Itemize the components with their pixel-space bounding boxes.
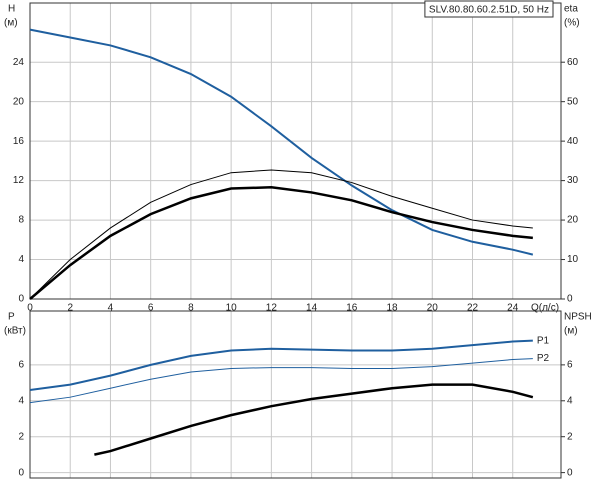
y2-tick-label: 2	[567, 431, 573, 442]
y2-tick-label: 30	[567, 175, 579, 186]
y-tick-label: 4	[18, 254, 24, 265]
x-tick-label: 12	[266, 303, 278, 314]
y2-tick-label: 6	[567, 360, 573, 371]
x-tick-label: 22	[467, 303, 479, 314]
y-tick-label: 12	[13, 175, 25, 186]
y-tick-label: 20	[13, 96, 25, 107]
y2-tick-label: 60	[567, 57, 579, 68]
curve-label: P2	[537, 353, 550, 364]
curve	[29, 358, 533, 404]
y2-tick-label: 0	[567, 294, 573, 305]
y-tick-label: 8	[18, 215, 24, 226]
x-tick-label: 0	[27, 303, 33, 314]
plot-frame	[29, 310, 562, 479]
y2-tick-label: 10	[567, 254, 579, 265]
x-tick-label: 18	[386, 303, 398, 314]
y-tick-label: 0	[18, 294, 24, 305]
x-tick-label: 8	[188, 303, 194, 314]
y2-tick-label: 0	[567, 467, 573, 478]
curve-label: P1	[537, 335, 550, 346]
curve	[29, 28, 534, 256]
title-box	[424, 0, 554, 18]
x-tick-label: 24	[507, 303, 519, 314]
curve	[29, 186, 533, 300]
curve	[29, 339, 533, 392]
chart-title: SLV.80.80.60.2.51D, 50 Hz	[429, 5, 549, 16]
y-tick-label: 24	[13, 57, 25, 68]
x-tick-label: 14	[306, 303, 318, 314]
x-tick-label: 4	[108, 303, 114, 314]
y-tick-label: 6	[18, 360, 24, 371]
y2-axis-label: eta	[564, 4, 578, 15]
x-tick-label: 6	[148, 303, 154, 314]
y2-tick-label: 50	[567, 96, 579, 107]
x-tick-label: 10	[226, 303, 238, 314]
y-tick-label: 2	[18, 431, 24, 442]
y-axis-unit: (м)	[4, 18, 18, 29]
y-tick-label: 4	[18, 395, 24, 406]
y2-axis-unit: (%)	[564, 18, 580, 29]
x-axis-label: Q(л/с)	[531, 303, 559, 314]
y2-tick-label: 4	[567, 395, 573, 406]
y2-tick-label: 40	[567, 136, 579, 147]
x-tick-label: 16	[346, 303, 358, 314]
x-tick-label: 20	[427, 303, 439, 314]
curve	[29, 169, 533, 300]
y-axis-label: P	[8, 312, 15, 323]
y2-axis-label: NPSH	[564, 312, 592, 323]
y-tick-label: 16	[13, 136, 25, 147]
y-axis-label: H	[8, 4, 15, 15]
y-axis-unit: (кВт)	[4, 326, 26, 337]
curve	[94, 383, 534, 456]
x-tick-label: 2	[67, 303, 73, 314]
plot-frame	[29, 2, 562, 300]
y-tick-label: 0	[18, 467, 24, 478]
y2-tick-label: 20	[567, 215, 579, 226]
y2-axis-unit: (м)	[564, 326, 578, 337]
